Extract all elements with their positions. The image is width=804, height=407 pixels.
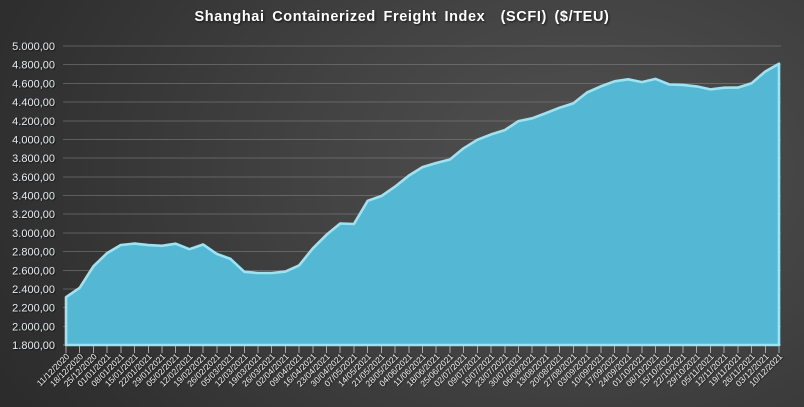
scfi-area-series <box>64 62 781 347</box>
y-axis-label: 2.600,00 <box>12 265 55 277</box>
y-axis-label: 4.200,00 <box>12 116 55 128</box>
axis-labels-layer: 5.000,00 4.800,00 4.600,00 4.400,00 4.200,00… <box>12 41 784 388</box>
y-axis-label: 3.800,00 <box>12 153 55 165</box>
y-axis-label: 3.000,00 <box>12 228 55 240</box>
y-axis-label: 4.000,00 <box>12 134 55 146</box>
y-axis-label: 2.400,00 <box>12 284 55 296</box>
chart-title: Shanghai Containerized Freight Index (SC… <box>194 9 610 25</box>
y-axis-label: 4.800,00 <box>12 60 55 72</box>
y-axis-label: 2.200,00 <box>12 303 55 315</box>
y-axis-label: 2.000,00 <box>12 321 55 333</box>
series-layer <box>64 62 781 347</box>
y-axis-label: 3.400,00 <box>12 191 55 203</box>
y-axis-label: 4.600,00 <box>12 78 55 90</box>
y-axis-label: 3.200,00 <box>12 209 55 221</box>
y-axis-label: 4.400,00 <box>12 97 55 109</box>
axis-ticks-layer <box>65 346 780 353</box>
y-axis-label: 2.800,00 <box>12 247 55 259</box>
y-axis-label: 1.800,00 <box>12 340 55 352</box>
y-axis-label: 3.600,00 <box>12 172 55 184</box>
y-axis-label: 5.000,00 <box>12 41 55 53</box>
